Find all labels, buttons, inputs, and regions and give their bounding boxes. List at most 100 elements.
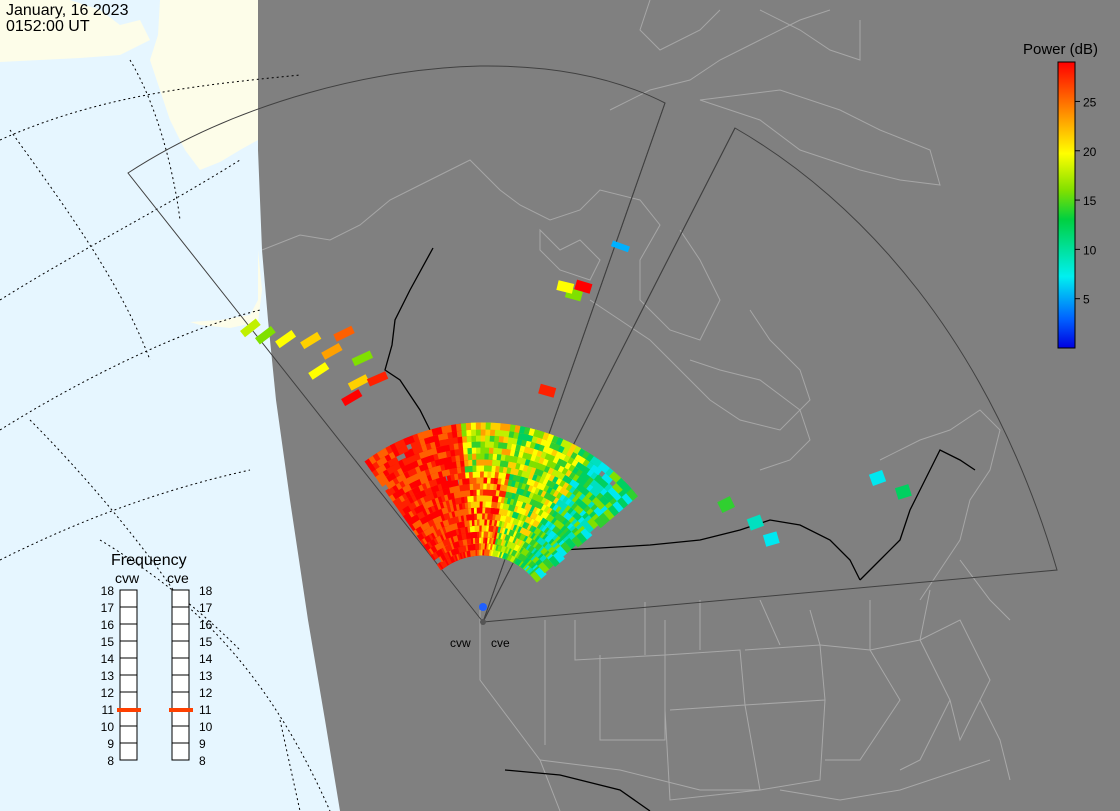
scatter-cell xyxy=(621,492,634,505)
scatter-cell xyxy=(610,240,630,253)
scatter-cell xyxy=(534,566,547,579)
freq-scale-label-left: 16 xyxy=(101,618,115,632)
scatter-cell xyxy=(555,545,568,558)
frequency-panel: Frequency cvw cve 18 18 17 17 16 16 15 15 14 14 13… xyxy=(101,552,213,768)
scatter-cell xyxy=(762,531,780,547)
radar-sites: cvw cve xyxy=(450,619,510,650)
freq-scale-label-left: 10 xyxy=(101,720,115,734)
scatter-cell xyxy=(611,482,624,495)
freq-scale-label-right: 8 xyxy=(199,754,206,768)
freq-marker-cve xyxy=(169,708,193,712)
scatter-cell xyxy=(341,389,363,407)
scatter-cell xyxy=(607,504,620,517)
freq-scale-label-right: 13 xyxy=(199,669,213,683)
fov-cvw-outline xyxy=(127,65,666,624)
alaska-land-day xyxy=(150,0,258,170)
scatter-cell xyxy=(538,561,550,574)
frequency-title: Frequency xyxy=(111,552,187,569)
freq-scale-label-left: 18 xyxy=(101,584,115,598)
freq-scale-label-right: 17 xyxy=(199,601,213,615)
scatter-cell xyxy=(717,496,736,514)
colorbar-tick-label: 20 xyxy=(1083,145,1097,159)
scatter-cell xyxy=(555,450,568,461)
freq-scale-label-right: 18 xyxy=(199,584,213,598)
power-colorbar: Power (dB) 25 20 15 10 5 xyxy=(1023,41,1098,349)
scatter-cell xyxy=(553,550,565,564)
scatter-cell xyxy=(575,531,588,544)
scatter-cell xyxy=(386,455,400,467)
scatter-cell xyxy=(894,484,912,500)
scatter-cell xyxy=(580,527,593,540)
scatter-cell xyxy=(542,557,555,570)
scatter-cell xyxy=(491,458,503,467)
colorbar-tick-label: 15 xyxy=(1083,194,1097,208)
freq-scale-label-left: 12 xyxy=(101,686,115,700)
scatter-cell xyxy=(538,383,557,398)
radar-site-marker xyxy=(480,619,486,625)
scatter-cell xyxy=(612,500,625,513)
siberia-land-day xyxy=(0,0,150,62)
freq-scale-label-right: 10 xyxy=(199,720,213,734)
freq-scale-label-left: 14 xyxy=(101,652,115,666)
scatter-cell xyxy=(454,447,466,456)
radar-label-cve: cve xyxy=(491,636,510,650)
scatter-cell xyxy=(396,444,409,456)
colorbar-gradient xyxy=(1057,61,1076,349)
scatter-cell xyxy=(497,441,509,450)
scatter-cell xyxy=(403,435,416,446)
scatter-cell xyxy=(554,511,567,524)
freq-scale-label-left: 11 xyxy=(102,703,115,717)
scatter-cell xyxy=(275,330,297,349)
scatter-cell xyxy=(603,508,616,521)
freq-scale-label-right: 14 xyxy=(199,652,213,666)
freq-marker-cvw xyxy=(117,708,141,712)
scatter-cell xyxy=(321,342,343,360)
scatter-cell xyxy=(240,318,261,338)
political-boundaries xyxy=(479,559,1011,811)
scatter-cell xyxy=(366,371,389,387)
scatter-cell xyxy=(560,541,573,554)
scatter-cell xyxy=(548,554,561,568)
freq-scale-label-right: 12 xyxy=(199,686,213,700)
scatter-cell xyxy=(868,469,887,487)
scatter-cell xyxy=(746,514,765,531)
scatter-cell xyxy=(476,458,487,466)
freq-scale: 18 18 17 17 16 16 15 15 14 14 13 13 12 12 11 11 10 10 9 9 8 8 xyxy=(101,584,213,768)
colorbar-title: Power (dB) xyxy=(1023,41,1098,58)
freq-scale-label-left: 8 xyxy=(107,754,114,768)
scatter-cell xyxy=(347,374,370,391)
freq-scale-label-right: 11 xyxy=(199,703,212,717)
freq-label-cve: cve xyxy=(167,570,189,586)
freq-scale-label-left: 9 xyxy=(107,737,114,751)
scatter-cell xyxy=(587,517,600,530)
colorbar-tick-label: 25 xyxy=(1083,95,1097,109)
night-region xyxy=(258,0,1120,811)
scatter-cell xyxy=(564,537,577,550)
scatter-cell xyxy=(598,512,611,525)
scatter-cell xyxy=(300,331,322,350)
scatter-cell xyxy=(579,463,592,475)
backscatter-cells xyxy=(240,240,912,611)
latlon-grid xyxy=(0,59,331,811)
scatter-cell xyxy=(532,499,545,510)
scatter-cell xyxy=(254,326,276,345)
scatter-cell xyxy=(405,453,418,465)
radar-label-cvw: cvw xyxy=(450,636,471,650)
freq-scale-label-right: 9 xyxy=(199,737,206,751)
freq-scale-label-right: 16 xyxy=(199,618,213,632)
colorbar-tick-label: 5 xyxy=(1083,293,1090,307)
colorbar-tick-label: 10 xyxy=(1083,243,1097,257)
scatter-cell xyxy=(490,422,501,431)
scatter-cell xyxy=(333,325,355,342)
scatter-cell xyxy=(574,279,593,294)
time-label: 0152:00 UT xyxy=(6,18,90,35)
scatter-cell xyxy=(617,496,629,509)
freq-scale-label-left: 17 xyxy=(101,601,115,615)
scatter-cell xyxy=(626,488,638,501)
scatter-cell xyxy=(556,280,575,294)
scatter-cell xyxy=(417,430,429,441)
scatter-cell xyxy=(571,535,584,548)
scatter-cell xyxy=(499,423,511,432)
